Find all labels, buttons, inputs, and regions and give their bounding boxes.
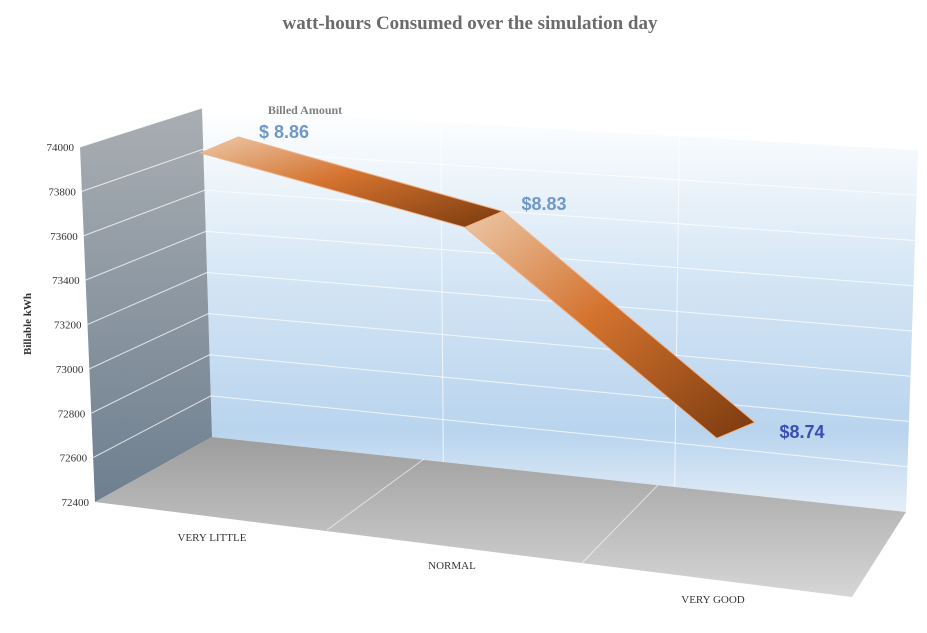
y-tick-label: 74000	[47, 142, 75, 154]
y-tick-label: 73600	[50, 231, 78, 243]
data-label: $8.83	[521, 194, 566, 214]
x-axis: VERY LITTLE NORMAL VERY GOOD	[178, 532, 745, 606]
x-tick-label: VERY GOOD	[681, 594, 745, 606]
data-label: $8.74	[779, 422, 824, 442]
y-tick-label: 72800	[58, 408, 86, 420]
y-tick-label: 73200	[54, 320, 82, 332]
y-tick-label: 73000	[56, 364, 84, 376]
line-segment	[463, 210, 756, 439]
y-tick-label: 72600	[60, 453, 88, 465]
floor-divider	[326, 458, 425, 531]
x-tick-label: NORMAL	[428, 560, 476, 572]
annotation-header: Billed Amount	[268, 103, 342, 117]
floor	[95, 437, 906, 597]
y-tick-label: 73400	[52, 275, 80, 287]
side-wall	[80, 108, 212, 502]
chart-title: watt-hours Consumed over the simulation …	[283, 13, 658, 34]
y-axis-label: Billable kWh	[22, 293, 34, 355]
y-tick-label: 72400	[62, 497, 90, 509]
y-tick-label: 73800	[48, 186, 76, 198]
gridline-vertical	[440, 121, 444, 463]
data-labels: $ 8.86 $8.83 $8.74	[259, 122, 825, 442]
floor-divider	[579, 484, 659, 566]
gridline-vertical	[674, 135, 680, 488]
y-axis: 74000 73800 73600 73400 73200 73000 72800 72600…	[47, 142, 90, 509]
data-label: $ 8.86	[259, 122, 309, 142]
series-ribbon	[199, 136, 756, 439]
x-tick-label: VERY LITTLE	[178, 532, 247, 544]
